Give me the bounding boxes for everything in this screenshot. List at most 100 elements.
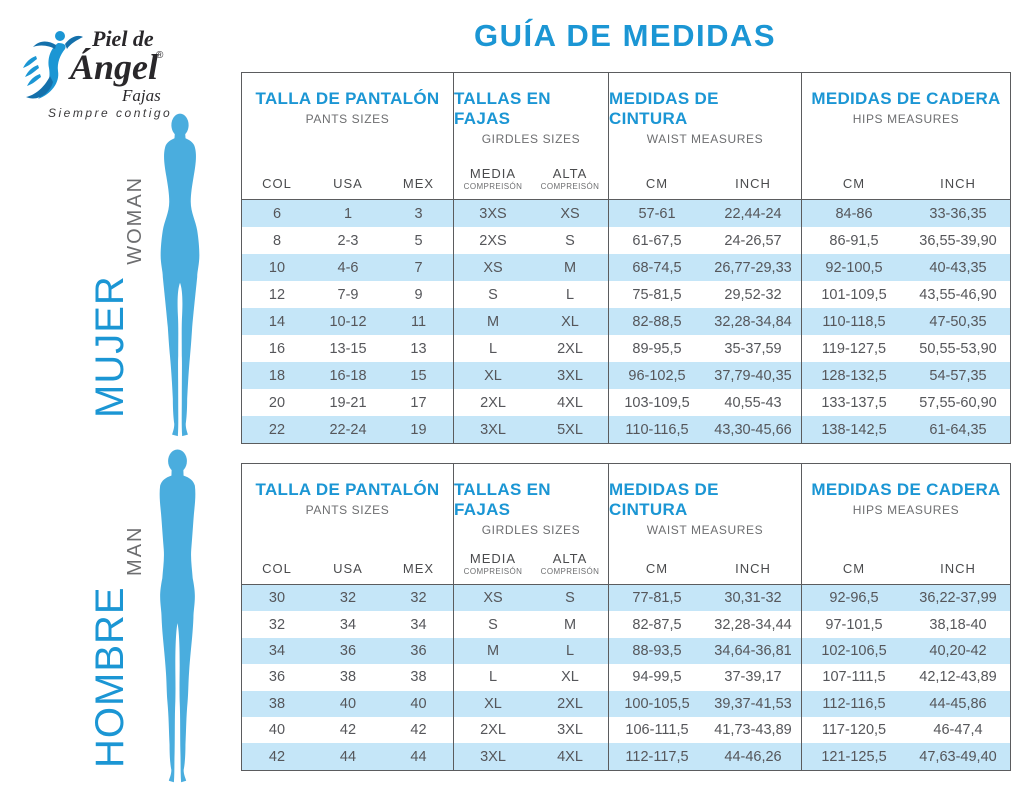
- table-group-header-row: TALLA DE PANTALÓN PANTS SIZES TALLAS EN FA…: [242, 464, 1010, 543]
- table-row: 34 36 36 M L 88-93,5 34,64-36,81 102-106,5 40,20…: [242, 637, 1010, 665]
- table-cell: 33-36,35: [929, 205, 987, 222]
- table-subheader-row: COL USA MEX MEDIA COMPREISÓN ALTA COMPREISÓN CM…: [242, 157, 1010, 200]
- table-cell: 84-86: [835, 205, 873, 222]
- table-cell: 96-102,5: [628, 367, 686, 384]
- men-size-table: TALLA DE PANTALÓN PANTS SIZES TALLAS EN FA…: [241, 463, 1011, 771]
- table-cell: 20: [268, 394, 286, 411]
- table-cell: 38: [339, 669, 357, 686]
- table-cell: 42,12-43,89: [919, 669, 997, 686]
- column-group-subtitle: GIRDLES SIZES: [481, 132, 581, 146]
- table-cell: 1: [343, 205, 353, 222]
- column-header-label: MEDIA: [469, 166, 517, 181]
- table-cell: 13: [384, 335, 454, 362]
- table-cell: S: [532, 227, 609, 254]
- column-header-label: CM: [645, 176, 669, 191]
- table-cell: 40: [268, 722, 286, 739]
- table-cell: 5: [384, 227, 454, 254]
- table-row: 22 22-24 19 3XL 5XL 110-116,5 43,30-45,66 138-1…: [242, 416, 1010, 443]
- column-header-label: CM: [842, 561, 866, 576]
- table-cell: 75-81,5: [632, 286, 682, 303]
- column-group-title: MEDIDAS DE CADERA: [811, 89, 1001, 108]
- table-cell: 38: [384, 664, 454, 691]
- table-cell: 34: [339, 616, 357, 633]
- column-header-label: COL: [262, 561, 292, 576]
- table-cell: 43,55-46,90: [919, 286, 997, 303]
- table-cell: 47-50,35: [929, 313, 987, 330]
- table-cell: 38: [268, 695, 286, 712]
- table-cell: 94-99,5: [632, 669, 682, 686]
- table-cell: 3XL: [480, 421, 506, 438]
- table-cell: 40-43,35: [929, 259, 987, 276]
- table-cell: 40: [339, 695, 357, 712]
- table-cell: 22: [268, 421, 286, 438]
- column-header: COL: [242, 543, 312, 584]
- table-cell: 92-96,5: [829, 590, 879, 607]
- table-cell: XS: [483, 590, 503, 607]
- table-cell: 100-105,5: [624, 695, 690, 712]
- table-row: 8 2-3 5 2XS S 61-67,5 24-26,57 86-91,5 36,55-39,…: [242, 227, 1010, 254]
- table-cell: 119-127,5: [821, 340, 887, 357]
- table-cell: 24-26,57: [705, 227, 802, 254]
- column-header: ALTA COMPREISÓN: [532, 543, 609, 584]
- table-cell: 3XL: [532, 362, 609, 389]
- women-size-table: TALLA DE PANTALÓN PANTS SIZES TALLAS EN FA…: [241, 72, 1011, 444]
- table-cell: 17: [384, 389, 454, 416]
- column-header: ALTA COMPREISÓN: [532, 157, 609, 199]
- brand-name-line2: Ángel: [70, 47, 159, 87]
- table-cell: 117-120,5: [821, 722, 887, 739]
- table-cell: XS: [483, 259, 503, 276]
- column-header: MEX: [384, 157, 454, 199]
- table-cell: 44: [384, 743, 454, 770]
- brand-name-line1: Piel de: [92, 26, 154, 51]
- table-cell: 32: [268, 616, 286, 633]
- table-cell: 110-118,5: [822, 313, 886, 330]
- column-group-subtitle: PANTS SIZES: [305, 112, 390, 126]
- column-group-title: TALLA DE PANTALÓN: [255, 89, 440, 108]
- column-group-header: MEDIDAS DE CINTURA WAIST MEASURES: [609, 73, 802, 157]
- table-cell: 32: [339, 590, 357, 607]
- table-cell: 9: [384, 281, 454, 308]
- column-group-subtitle: HIPS MEASURES: [852, 503, 960, 517]
- table-cell: 2XS: [479, 232, 507, 249]
- column-header-label: CM: [645, 561, 669, 576]
- table-cell: 44-45,86: [929, 695, 987, 712]
- column-header-label: ALTA: [552, 166, 588, 181]
- table-cell: 38,18-40: [929, 616, 987, 633]
- table-cell: 30: [268, 590, 286, 607]
- table-cell: 82-88,5: [632, 313, 682, 330]
- column-header-label: INCH: [735, 176, 771, 191]
- table-cell: 40,20-42: [929, 642, 987, 659]
- table-cell: 44: [339, 748, 357, 765]
- column-header: INCH: [705, 543, 802, 584]
- column-header-label: USA: [333, 561, 363, 576]
- column-header-sublabel: COMPREISÓN: [463, 182, 523, 191]
- column-header: USA: [312, 157, 384, 199]
- column-group-header: MEDIDAS DE CADERA HIPS MEASURES: [802, 73, 1010, 157]
- table-cell: 10-12: [329, 313, 367, 330]
- table-cell: 61-67,5: [632, 232, 682, 249]
- table-cell: 15: [384, 362, 454, 389]
- women-label-es: MUJER: [88, 275, 132, 418]
- table-cell: L: [532, 281, 609, 308]
- table-cell: 42: [268, 748, 286, 765]
- table-row: 6 1 3 3XS XS 57-61 22,44-24 84-86 33-36,35: [242, 200, 1010, 227]
- table-cell: 34: [384, 611, 454, 638]
- table-cell: 7-9: [337, 286, 359, 303]
- table-cell: 2-3: [337, 232, 359, 249]
- column-group-title: MEDIDAS DE CINTURA: [609, 480, 719, 519]
- column-header-label: INCH: [940, 561, 976, 576]
- column-header: CM: [802, 157, 906, 199]
- table-cell: 8: [272, 232, 282, 249]
- column-header: COL: [242, 157, 312, 199]
- table-row: 32 34 34 S M 82-87,5 32,28-34,44 97-101,5 38,18-…: [242, 611, 1010, 638]
- table-cell: 57-61: [638, 205, 676, 222]
- table-cell: 3XL: [480, 748, 506, 765]
- table-cell: 42: [339, 722, 357, 739]
- table-cell: 36,22-37,99: [919, 590, 997, 607]
- table-cell: 88-93,5: [632, 642, 682, 659]
- column-group-header: TALLA DE PANTALÓN PANTS SIZES: [242, 73, 454, 157]
- table-cell: 2XL: [532, 690, 609, 717]
- table-cell: 13-15: [329, 340, 367, 357]
- table-cell: 16: [268, 340, 286, 357]
- table-cell: 40: [384, 690, 454, 717]
